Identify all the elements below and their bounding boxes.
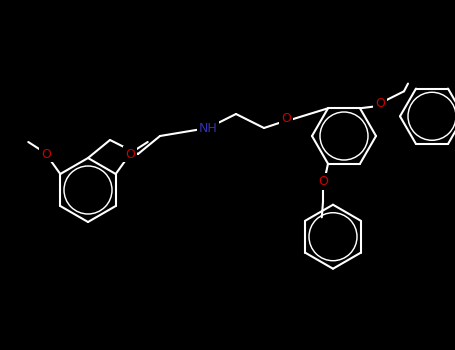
Text: NH: NH [199, 121, 217, 134]
Text: O: O [281, 112, 291, 125]
Text: O: O [41, 147, 51, 161]
Text: O: O [375, 97, 385, 110]
Text: O: O [125, 147, 135, 161]
Text: O: O [318, 175, 328, 188]
